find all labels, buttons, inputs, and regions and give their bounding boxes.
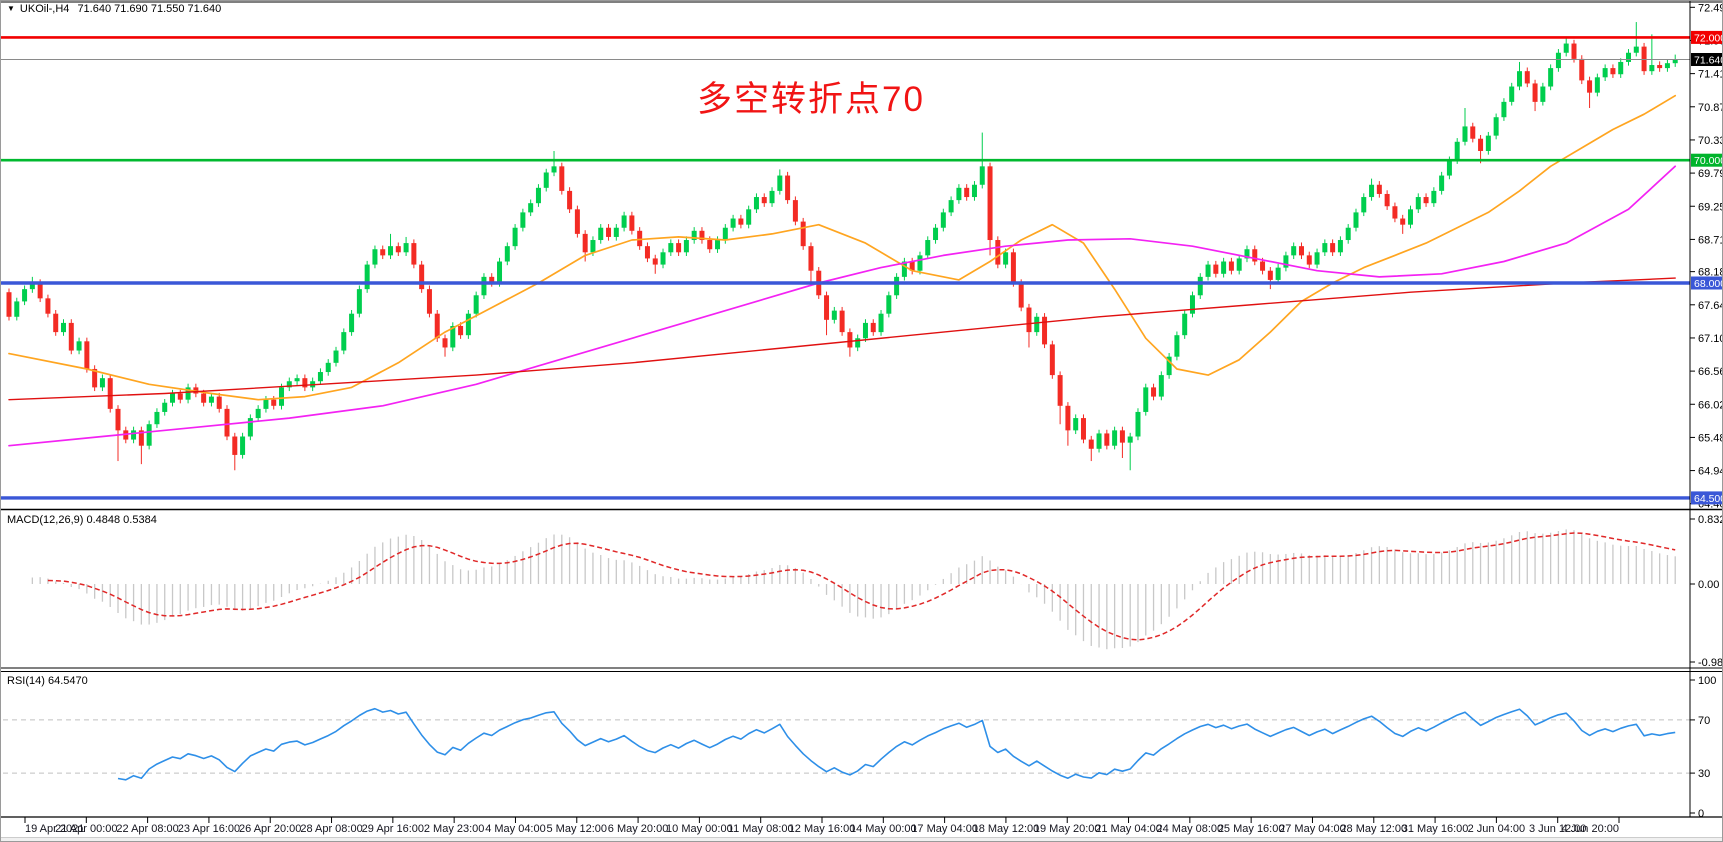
- price-badge-68.000: [1691, 276, 1722, 290]
- time-axis-label: 5 May 12:00: [546, 823, 607, 835]
- time-axis-label: 11 May 08:00: [728, 823, 794, 835]
- time-axis-label: 17 May 04:00: [911, 823, 978, 835]
- svg-text:70.000: 70.000: [1694, 155, 1723, 167]
- time-axis-label: 4 Jun 20:00: [1562, 823, 1620, 835]
- price-badge-64.500: [1691, 491, 1722, 505]
- ma-fast-line: [8, 94, 1677, 401]
- time-axis-label: 4 May 04:00: [485, 823, 546, 835]
- price-tick-label: 66.565: [1698, 366, 1723, 378]
- time-axis-label: 2 Jun 04:00: [1468, 823, 1526, 835]
- time-axis-label: 21 May 04:00: [1095, 823, 1162, 835]
- price-tick-label: 64.945: [1698, 466, 1723, 478]
- price-tick-label: 68.710: [1698, 234, 1723, 246]
- ma-mid-line: [8, 165, 1677, 447]
- rsi-indicator-label: RSI(14) 64.5470: [7, 675, 88, 687]
- time-axis-label: 28 Apr 08:00: [300, 823, 362, 835]
- price-badge-70.000: [1691, 153, 1722, 167]
- price-tick-label: 66.025: [1698, 399, 1723, 411]
- price-tick-label: 72.490: [1698, 2, 1723, 14]
- rsi-line: [117, 707, 1676, 781]
- rsi-axis-label: 100: [1698, 675, 1716, 687]
- time-axis-label: 25 May 16:00: [1218, 823, 1285, 835]
- macd-axis-label: 0.00: [1698, 579, 1719, 591]
- macd-axis-label: -0.9897: [1698, 657, 1723, 669]
- time-axis-label: 19 Apr 2021: [25, 823, 84, 835]
- chart-annotation-text: 多空转折点70: [697, 80, 925, 119]
- time-axis-label: 12 May 16:00: [789, 823, 856, 835]
- time-axis-label: 2 May 23:00: [424, 823, 485, 835]
- ma-slow-line: [8, 277, 1676, 401]
- time-axis-label: 18 May 12:00: [973, 823, 1040, 835]
- time-axis-label: 22 Apr 08:00: [116, 823, 178, 835]
- time-axis-label: 3 Jun 12:00: [1529, 823, 1587, 835]
- symbol-period-label: UKOil-,H4: [19, 3, 70, 15]
- symbol-bar: ▼ UKOil-,H4 71.640 71.690 71.550 71.640: [7, 3, 221, 15]
- time-axis-label: 10 May 00:00: [666, 823, 733, 835]
- rsi-panel: 100 70 30 0: [3, 675, 1716, 820]
- price-tick-label: 70.870: [1698, 102, 1723, 114]
- macd-signal-line: [47, 532, 1676, 641]
- level-lines[interactable]: [1, 36, 1690, 500]
- ohlc-values-label: 71.640 71.690 71.550 71.640: [77, 3, 222, 15]
- macd-axis-label: 0.8326: [1698, 514, 1723, 526]
- svg-text:71.640: 71.640: [1694, 55, 1723, 67]
- panel-borders: [1, 1, 1722, 818]
- macd-indicator-label: MACD(12,26,9) 0.4848 0.5384: [7, 514, 157, 526]
- time-axis-label: 6 May 20:00: [608, 823, 669, 835]
- price-badge-72.000: [1691, 30, 1722, 44]
- svg-text:64.500: 64.500: [1694, 493, 1723, 505]
- price-tick-label: 70.330: [1698, 135, 1723, 147]
- price-tick-label: 67.105: [1698, 333, 1723, 345]
- time-axis-label: 26 Apr 20:00: [239, 823, 301, 835]
- bottom-scroll-strip[interactable]: [1, 837, 1722, 841]
- symbol-dropdown-icon[interactable]: ▼: [7, 4, 15, 13]
- price-tick-label: 67.645: [1698, 300, 1723, 312]
- time-axis-label: 29 Apr 16:00: [362, 823, 424, 835]
- rsi-axis-label: 0: [1698, 808, 1704, 820]
- price-tick-label: 71.410: [1698, 69, 1723, 81]
- price-tick-label: 65.485: [1698, 432, 1723, 444]
- time-axis-label: 31 May 16:00: [1402, 823, 1469, 835]
- time-axis-label: 27 May 04:00: [1279, 823, 1346, 835]
- time-axis-label: 21 Apr 00:00: [55, 823, 117, 835]
- price-axis[interactable]: 72.49071.95071.41070.87070.33069.79069.2…: [1690, 2, 1723, 511]
- time-axis-label: 23 Apr 16:00: [178, 823, 240, 835]
- price-tick-label: 69.250: [1698, 201, 1723, 213]
- time-axis-label: 28 May 12:00: [1340, 823, 1407, 835]
- macd-panel: 0.8326 0.00 -0.9897: [31, 514, 1723, 669]
- svg-text:68.000: 68.000: [1694, 278, 1723, 290]
- svg-text:72.000: 72.000: [1694, 32, 1723, 44]
- price-tick-label: 69.790: [1698, 168, 1723, 180]
- rsi-axis-label: 30: [1698, 768, 1710, 780]
- price-tick-label: 68.185: [1698, 267, 1723, 279]
- rsi-axis-label: 70: [1698, 715, 1710, 727]
- time-axis-label: 19 May 20:00: [1034, 823, 1101, 835]
- time-axis-label: 14 May 00:00: [850, 823, 917, 835]
- time-axis-label: 24 May 08:00: [1157, 823, 1224, 835]
- price-badge-71.640: [1691, 53, 1722, 67]
